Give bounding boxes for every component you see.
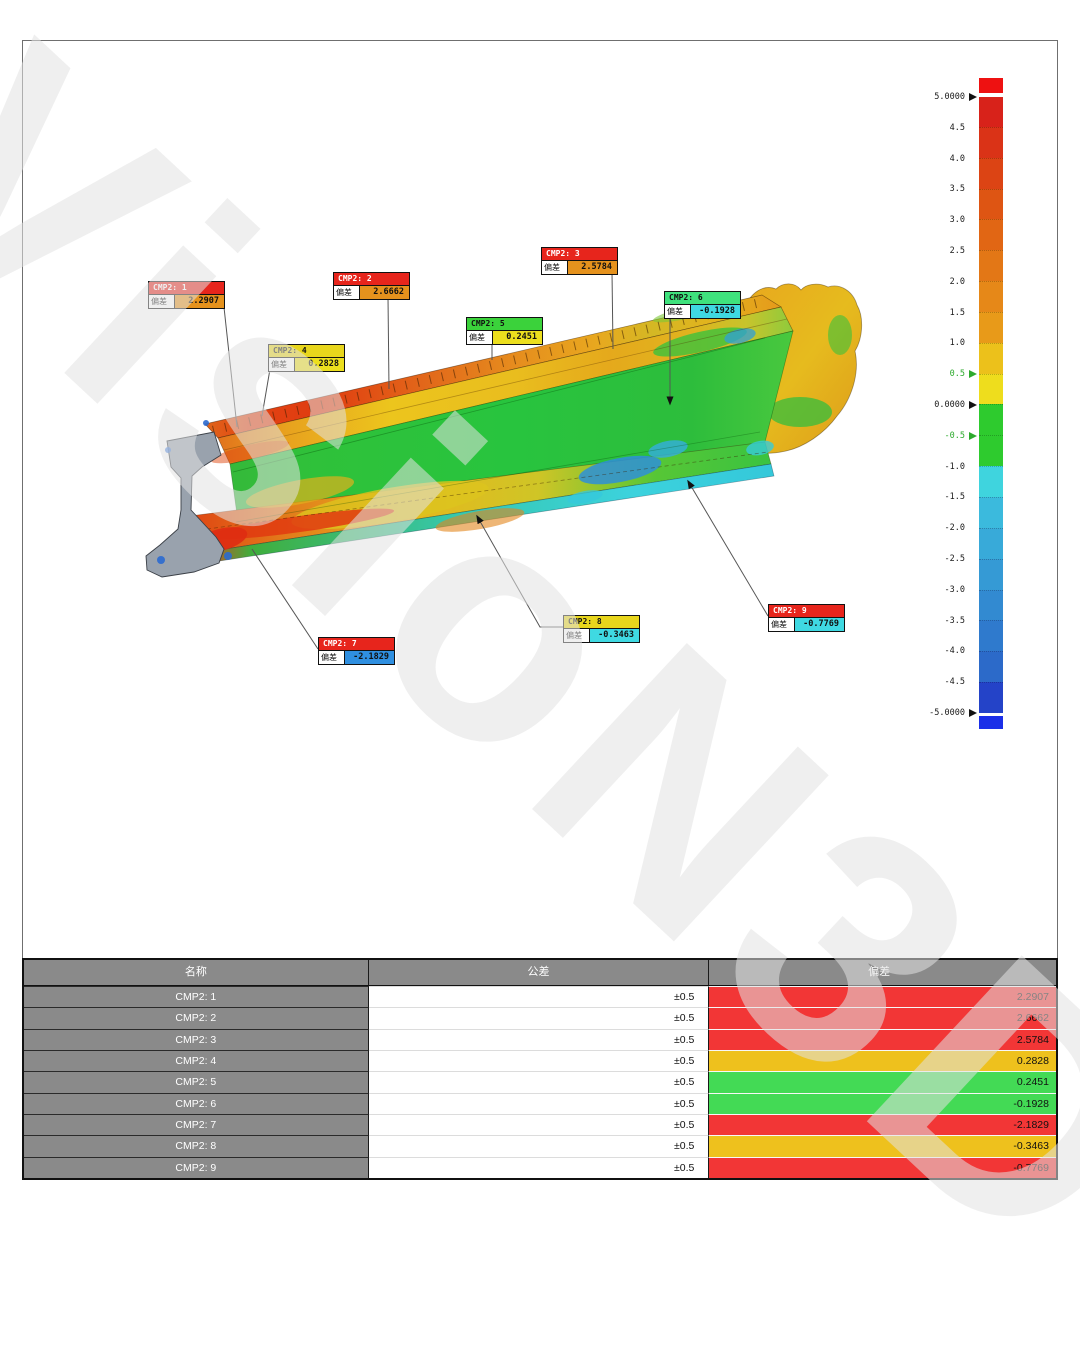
table-row-cmp2-8: CMP2: 8 ±0.5 -0.3463 <box>24 1135 1056 1157</box>
cell-name: CMP2: 5 <box>24 1071 369 1093</box>
cell-tolerance: ±0.5 <box>368 1113 710 1136</box>
table-row-cmp2-4: CMP2: 4 ±0.5 0.2828 <box>24 1049 1056 1072</box>
callout-deviation-value: 0.2451 <box>493 331 542 344</box>
callout-cmp2-5[interactable]: CMP2: 5 偏差 0.2451 <box>466 317 543 345</box>
results-table: 名称 公差 偏差 CMP2: 1 ±0.5 2.2907 CMP2: 2 ±0.5 2.6… <box>22 958 1058 1180</box>
callout-value-row: 偏差 2.5784 <box>542 261 617 274</box>
rail-3d-model <box>145 283 863 578</box>
cell-deviation: 2.5784 <box>709 1028 1056 1050</box>
cell-deviation: 2.6662 <box>709 1007 1056 1029</box>
cell-tolerance: ±0.5 <box>368 1092 710 1114</box>
callout-title: CMP2: 6 <box>665 292 740 305</box>
deviation-patches <box>192 301 774 553</box>
callout-title: CMP2: 2 <box>334 273 409 286</box>
callout-deviation-value: 2.5784 <box>568 261 617 274</box>
callout-value-row: 偏差 -0.3463 <box>564 629 639 642</box>
callout-cmp2-4[interactable]: CMP2: 4 偏差 0.2828 <box>268 344 345 372</box>
callout-field-label: 偏差 <box>334 286 360 299</box>
callout-title: CMP2: 9 <box>769 605 844 618</box>
cell-tolerance: ±0.5 <box>368 1028 710 1050</box>
callout-title: CMP2: 4 <box>269 345 344 358</box>
callout-deviation-value: 2.2907 <box>175 295 224 308</box>
results-table-header-row: 名称 公差 偏差 <box>24 960 1056 986</box>
callout-cmp2-3[interactable]: CMP2: 3 偏差 2.5784 <box>541 247 618 275</box>
callout-value-row: 偏差 0.2828 <box>269 358 344 371</box>
cell-tolerance: ±0.5 <box>368 1135 710 1157</box>
table-row-cmp2-2: CMP2: 2 ±0.5 2.6662 <box>24 1007 1056 1029</box>
cell-name: CMP2: 2 <box>24 1007 369 1029</box>
callout-title: CMP2: 8 <box>564 616 639 629</box>
callout-cmp2-6[interactable]: CMP2: 6 偏差 -0.1928 <box>664 291 741 319</box>
cell-deviation: 0.2451 <box>709 1071 1056 1093</box>
cell-tolerance: ±0.5 <box>368 1007 710 1029</box>
table-row-cmp2-9: CMP2: 9 ±0.5 -0.7769 <box>24 1156 1056 1178</box>
cell-deviation: 0.2828 <box>709 1049 1056 1072</box>
callout-title: CMP2: 7 <box>319 638 394 651</box>
table-row-cmp2-3: CMP2: 3 ±0.5 2.5784 <box>24 1028 1056 1050</box>
callout-value-row: 偏差 -0.7769 <box>769 618 844 631</box>
table-row-cmp2-7: CMP2: 7 ±0.5 -2.1829 <box>24 1113 1056 1136</box>
cell-name: CMP2: 9 <box>24 1156 369 1178</box>
deviation-model-viewport[interactable] <box>0 0 1080 960</box>
cell-tolerance: ±0.5 <box>368 986 710 1008</box>
callout-cmp2-8[interactable]: CMP2: 8 偏差 -0.3463 <box>563 615 640 643</box>
callout-field-label: 偏差 <box>542 261 568 274</box>
cell-tolerance: ±0.5 <box>368 1049 710 1072</box>
callout-field-label: 偏差 <box>149 295 175 308</box>
callout-deviation-value: -0.7769 <box>795 618 844 631</box>
cell-tolerance: ±0.5 <box>368 1071 710 1093</box>
cell-deviation: -0.7769 <box>709 1156 1056 1178</box>
callout-value-row: 偏差 -0.1928 <box>665 305 740 318</box>
callout-deviation-value: 2.6662 <box>360 286 409 299</box>
callout-cmp2-9[interactable]: CMP2: 9 偏差 -0.7769 <box>768 604 845 632</box>
cell-name: CMP2: 8 <box>24 1135 369 1157</box>
callout-title: CMP2: 1 <box>149 282 224 295</box>
cell-name: CMP2: 3 <box>24 1028 369 1050</box>
callout-field-label: 偏差 <box>467 331 493 344</box>
header-deviation: 偏差 <box>709 960 1056 986</box>
cell-deviation: -2.1829 <box>709 1113 1056 1136</box>
callout-field-label: 偏差 <box>319 651 345 664</box>
cell-name: CMP2: 6 <box>24 1092 369 1114</box>
header-tolerance: 公差 <box>368 960 710 986</box>
callout-deviation-value: 0.2828 <box>295 358 344 371</box>
cell-name: CMP2: 4 <box>24 1049 369 1072</box>
table-row-cmp2-1: CMP2: 1 ±0.5 2.2907 <box>24 986 1056 1008</box>
callout-title: CMP2: 3 <box>542 248 617 261</box>
callout-value-row: 偏差 -2.1829 <box>319 651 394 664</box>
callout-value-row: 偏差 2.6662 <box>334 286 409 299</box>
callout-field-label: 偏差 <box>269 358 295 371</box>
callout-field-label: 偏差 <box>769 618 795 631</box>
cell-deviation: 2.2907 <box>709 986 1056 1008</box>
callout-cmp2-2[interactable]: CMP2: 2 偏差 2.6662 <box>333 272 410 300</box>
callout-cmp2-1[interactable]: CMP2: 1 偏差 2.2907 <box>148 281 225 309</box>
callout-deviation-value: -2.1829 <box>345 651 394 664</box>
callout-deviation-value: -0.1928 <box>691 305 740 318</box>
cell-name: CMP2: 7 <box>24 1113 369 1136</box>
cell-deviation: -0.3463 <box>709 1135 1056 1157</box>
model-edge-lines <box>199 318 788 531</box>
callout-title: CMP2: 5 <box>467 318 542 331</box>
cell-name: CMP2: 1 <box>24 986 369 1008</box>
callout-value-row: 偏差 2.2907 <box>149 295 224 308</box>
header-name: 名称 <box>24 960 369 986</box>
table-row-cmp2-5: CMP2: 5 ±0.5 0.2451 <box>24 1071 1056 1093</box>
callout-field-label: 偏差 <box>665 305 691 318</box>
cell-deviation: -0.1928 <box>709 1092 1056 1114</box>
callout-deviation-value: -0.3463 <box>590 629 639 642</box>
cell-tolerance: ±0.5 <box>368 1156 710 1178</box>
callout-cmp2-7[interactable]: CMP2: 7 偏差 -2.1829 <box>318 637 395 665</box>
table-row-cmp2-6: CMP2: 6 ±0.5 -0.1928 <box>24 1092 1056 1114</box>
callout-value-row: 偏差 0.2451 <box>467 331 542 344</box>
rail-left-end-face <box>145 431 225 578</box>
callout-field-label: 偏差 <box>564 629 590 642</box>
